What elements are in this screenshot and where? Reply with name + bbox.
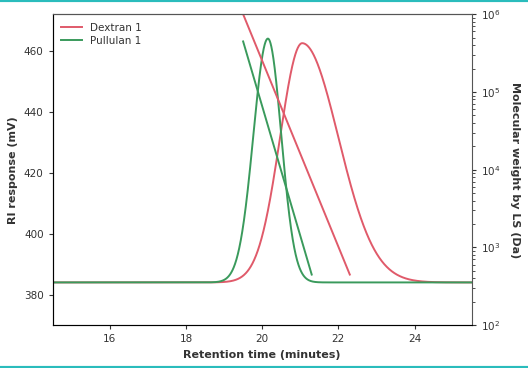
Y-axis label: Molecular weight by LS (Da): Molecular weight by LS (Da) — [510, 82, 520, 258]
Y-axis label: RI response (mV): RI response (mV) — [8, 116, 18, 223]
Legend: Dextran 1, Pullulan 1: Dextran 1, Pullulan 1 — [58, 20, 145, 49]
X-axis label: Retention time (minutes): Retention time (minutes) — [183, 350, 341, 360]
